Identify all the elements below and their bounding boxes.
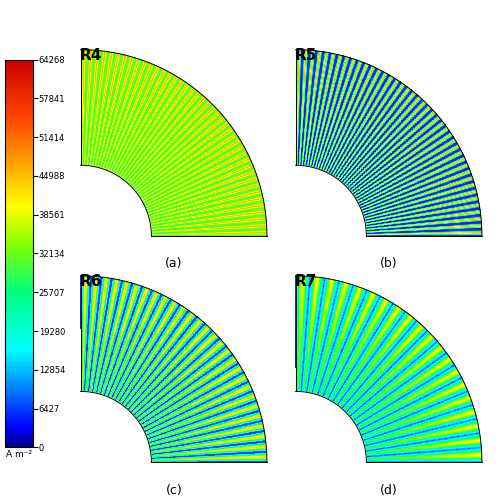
Text: (b): (b) [380, 257, 398, 270]
X-axis label: A m⁻²: A m⁻² [6, 450, 32, 459]
Text: R5: R5 [294, 48, 316, 63]
Text: (a): (a) [165, 257, 182, 270]
Polygon shape [80, 392, 152, 462]
Text: (d): (d) [380, 484, 398, 497]
Text: R4: R4 [79, 48, 102, 63]
Polygon shape [80, 165, 152, 236]
Text: (c): (c) [166, 484, 182, 497]
Text: R6: R6 [79, 274, 102, 289]
Polygon shape [296, 165, 366, 236]
Text: R7: R7 [294, 274, 316, 289]
Polygon shape [296, 392, 366, 462]
